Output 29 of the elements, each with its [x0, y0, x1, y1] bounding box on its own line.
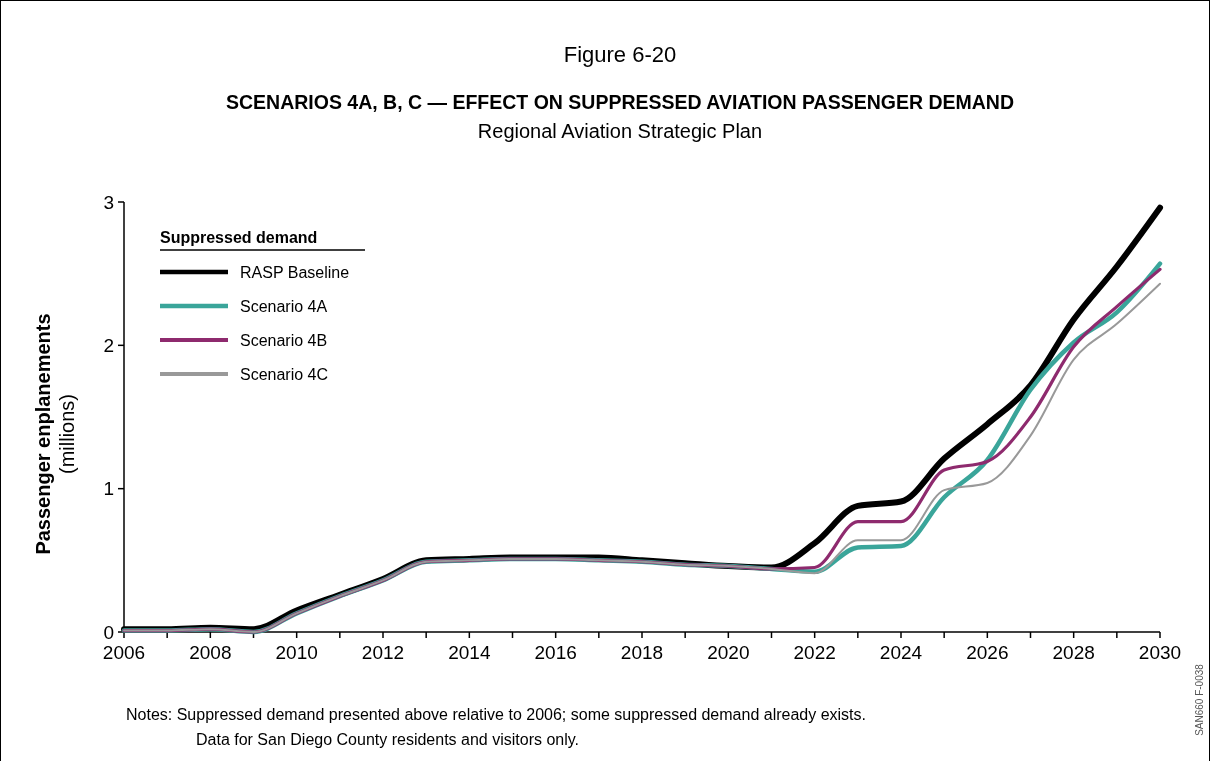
x-tick-label: 2028: [1052, 642, 1095, 663]
x-tick-label: 2016: [534, 642, 577, 663]
y-tick-label: 1: [103, 478, 114, 500]
text: Data for San Diego County residents and visitors only.: [196, 731, 580, 748]
x-tick-label: 2014: [448, 642, 491, 663]
x-tick-label: 2030: [1138, 642, 1182, 663]
caption: Figure 6-20: [563, 42, 677, 67]
text: Notes: Suppressed demand presented above relative to 2006; some suppressed demand already exists.: [126, 706, 866, 723]
x-tick-label: 2024: [879, 642, 923, 663]
legend-label: Scenario 4A: [240, 297, 328, 315]
legend-label: Scenario 4B: [240, 331, 328, 349]
x-tick-label: 2022: [793, 642, 836, 663]
y-axis-title: Passenger enplanements (millions): [32, 313, 78, 555]
x-tick-label: 2006: [102, 642, 146, 663]
x-tick-label: 2008: [189, 642, 232, 663]
text: SAN660 F-0038: [1194, 663, 1205, 736]
x-tick-label: 2010: [275, 642, 318, 663]
chart-subtitle: Regional Aviation Strategic Plan: [477, 120, 763, 142]
x-tick-label: 2026: [966, 642, 1009, 663]
x-tick-label: 2012: [361, 642, 405, 663]
legend-label: Scenario 4C: [240, 365, 329, 383]
legend-title: Suppressed demand: [160, 229, 318, 246]
y-tick-label: 0: [103, 621, 114, 643]
x-tick-label: 2018: [620, 642, 664, 663]
legend-label: RASP Baseline: [240, 263, 350, 281]
y-tick-label: 2: [103, 334, 114, 356]
chart-title: SCENARIOS 4A, B, C — EFFECT ON SUPPRESSED AVIATION PASSENGER DEMAND: [225, 91, 1015, 113]
x-tick-label: 2020: [707, 642, 750, 663]
y-tick-label: 3: [103, 191, 114, 213]
